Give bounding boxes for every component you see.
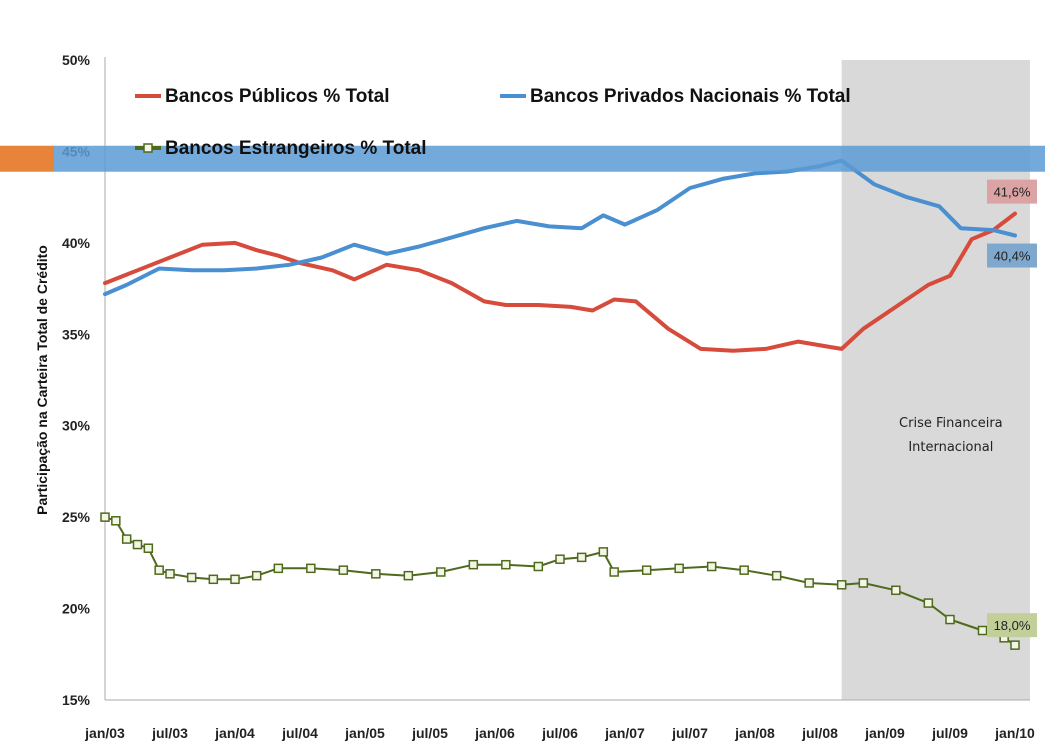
legend-item-2: Bancos Privados Nacionais % Total — [500, 86, 851, 107]
series-3 — [100, 512, 1020, 650]
end-label-text: 41,6% — [994, 185, 1031, 200]
legend-label: Bancos Públicos % Total — [165, 86, 390, 107]
data-point-marker — [208, 574, 219, 585]
end-label-1: 41,6% — [987, 179, 1037, 204]
data-point-marker — [165, 569, 175, 579]
data-point-marker — [598, 547, 609, 557]
data-point-marker — [555, 554, 565, 564]
y-tick-label: 20% — [62, 601, 91, 617]
end-label-3: 18,0% — [987, 613, 1037, 638]
y-tick-label: 50% — [62, 52, 91, 68]
crisis-annotation: Crise Financeira Internacional — [899, 416, 1003, 455]
end-label-2: 40,4% — [987, 243, 1037, 268]
x-tick-label: jan/03 — [84, 725, 125, 741]
data-point-marker — [273, 563, 284, 574]
x-tick-label: jul/04 — [281, 725, 318, 741]
legend-marker — [143, 143, 153, 153]
data-point-marker — [891, 585, 901, 596]
data-point-marker — [186, 572, 197, 583]
x-tick-label: jul/08 — [801, 725, 838, 741]
x-tick-label: jul/07 — [671, 725, 708, 741]
legend-item-1: Bancos Públicos % Total — [135, 86, 390, 107]
data-point-marker — [403, 570, 414, 581]
y-tick-label: 35% — [62, 326, 91, 342]
data-point-marker — [306, 563, 316, 574]
series-2 — [103, 158, 1017, 297]
end-label-text: 18,0% — [994, 618, 1031, 633]
data-point-marker — [501, 559, 511, 570]
data-point-marker — [1010, 640, 1020, 650]
x-tick-label: jul/09 — [931, 725, 968, 741]
x-tick-label: jan/05 — [344, 725, 385, 741]
data-point-marker — [923, 598, 934, 608]
y-axis-label: Participação na Carteira Total de Crédit… — [34, 245, 50, 515]
x-tick-label: jul/06 — [541, 725, 578, 741]
data-point-marker — [100, 512, 110, 522]
x-tick-label: jul/05 — [411, 725, 448, 741]
x-tick-label: jan/08 — [734, 725, 775, 741]
data-point-marker — [771, 570, 782, 581]
data-point-marker — [706, 561, 717, 572]
data-point-marker — [609, 567, 619, 577]
data-point-marker — [836, 580, 847, 590]
x-tick-label: jan/06 — [474, 725, 515, 741]
data-point-marker — [977, 625, 988, 636]
legend-label: Bancos Estrangeiros % Total — [165, 138, 427, 159]
data-point-marker — [111, 516, 121, 526]
data-point-marker — [858, 578, 869, 588]
highlight-band — [54, 145, 1045, 172]
legend-item-3: Bancos Estrangeiros % Total — [135, 138, 427, 159]
data-point-marker — [576, 552, 587, 563]
data-point-marker — [804, 578, 814, 588]
end-label-text: 40,4% — [994, 249, 1031, 264]
data-point-marker — [371, 569, 381, 579]
x-tick-label: jan/07 — [604, 725, 645, 741]
data-point-marker — [641, 565, 652, 575]
legend-label: Bancos Privados Nacionais % Total — [530, 86, 851, 107]
series-line — [103, 158, 1017, 297]
series-1 — [103, 211, 1017, 353]
x-tick-label: jan/04 — [214, 725, 255, 741]
data-point-marker — [533, 561, 544, 572]
data-point-marker — [132, 539, 143, 550]
data-point-marker — [338, 565, 349, 575]
y-tick-label: 15% — [62, 692, 91, 708]
data-point-marker — [674, 563, 684, 574]
data-point-marker — [436, 567, 446, 577]
data-point-marker — [143, 543, 154, 553]
data-point-marker — [154, 565, 164, 575]
data-point-marker — [739, 565, 749, 575]
end-label-box — [987, 613, 1037, 638]
x-tick-label: jan/10 — [994, 725, 1035, 741]
highlight-marker — [0, 145, 54, 172]
x-tick-label: jan/09 — [864, 725, 905, 741]
data-point-marker — [468, 559, 479, 570]
data-point-marker — [121, 534, 132, 544]
x-tick-label: jul/03 — [151, 725, 188, 741]
data-point-marker — [230, 574, 240, 585]
series-line — [103, 211, 1017, 353]
data-point-marker — [251, 570, 262, 581]
y-tick-label: 30% — [62, 418, 91, 434]
end-label-box — [987, 243, 1037, 268]
y-tick-label: 25% — [62, 509, 91, 525]
y-tick-label: 40% — [62, 235, 91, 251]
end-label-box — [987, 179, 1037, 204]
data-point-marker — [945, 614, 955, 625]
